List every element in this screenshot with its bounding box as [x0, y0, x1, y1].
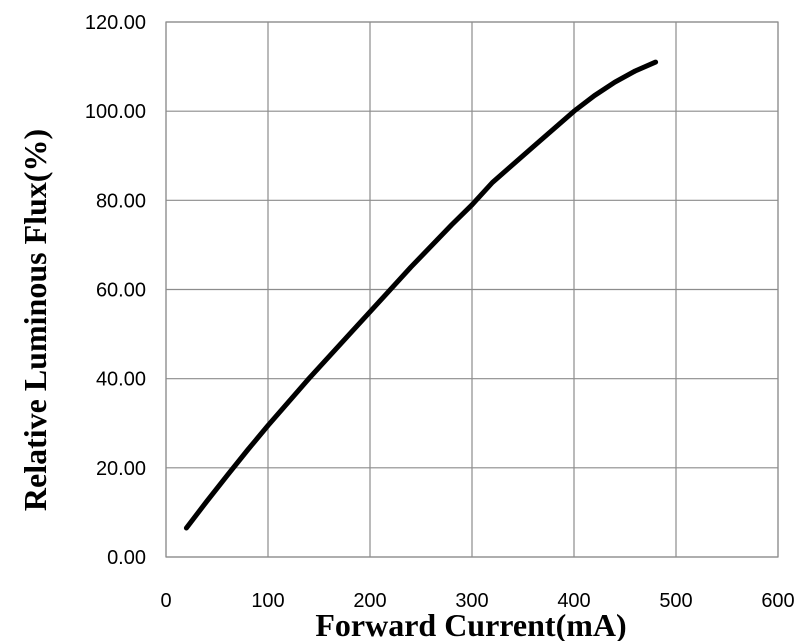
y-axis-title: Relative Luminous Flux(%)	[17, 129, 53, 511]
y-axis-tick-labels: 0.00 20.00 40.00 60.00 80.00 100.00 120.00	[85, 12, 146, 569]
series-line	[183, 59, 659, 531]
x-tick-label: 500	[659, 590, 692, 612]
plot-area-border	[165, 21, 779, 558]
series-layer	[183, 59, 659, 531]
y-tick-label: 0.00	[107, 547, 146, 569]
y-tick-label: 20.00	[96, 458, 146, 480]
x-tick-label: 300	[455, 590, 488, 612]
y-tick-label: 80.00	[96, 190, 146, 212]
y-tick-label: 60.00	[96, 280, 146, 302]
x-tick-label: 400	[557, 590, 590, 612]
x-tick-label: 100	[251, 590, 284, 612]
y-tick-label: 40.00	[96, 369, 146, 391]
x-axis-title: Forward Current(mA)	[315, 607, 626, 641]
x-tick-label: 600	[761, 590, 794, 612]
x-tick-label: 0	[160, 590, 171, 612]
grid	[165, 21, 779, 558]
y-tick-label: 120.00	[85, 12, 146, 34]
y-tick-label: 100.00	[85, 101, 146, 123]
x-axis-tick-labels: 0 100 200 300 400 500 600	[160, 590, 794, 612]
x-tick-label: 200	[353, 590, 386, 612]
